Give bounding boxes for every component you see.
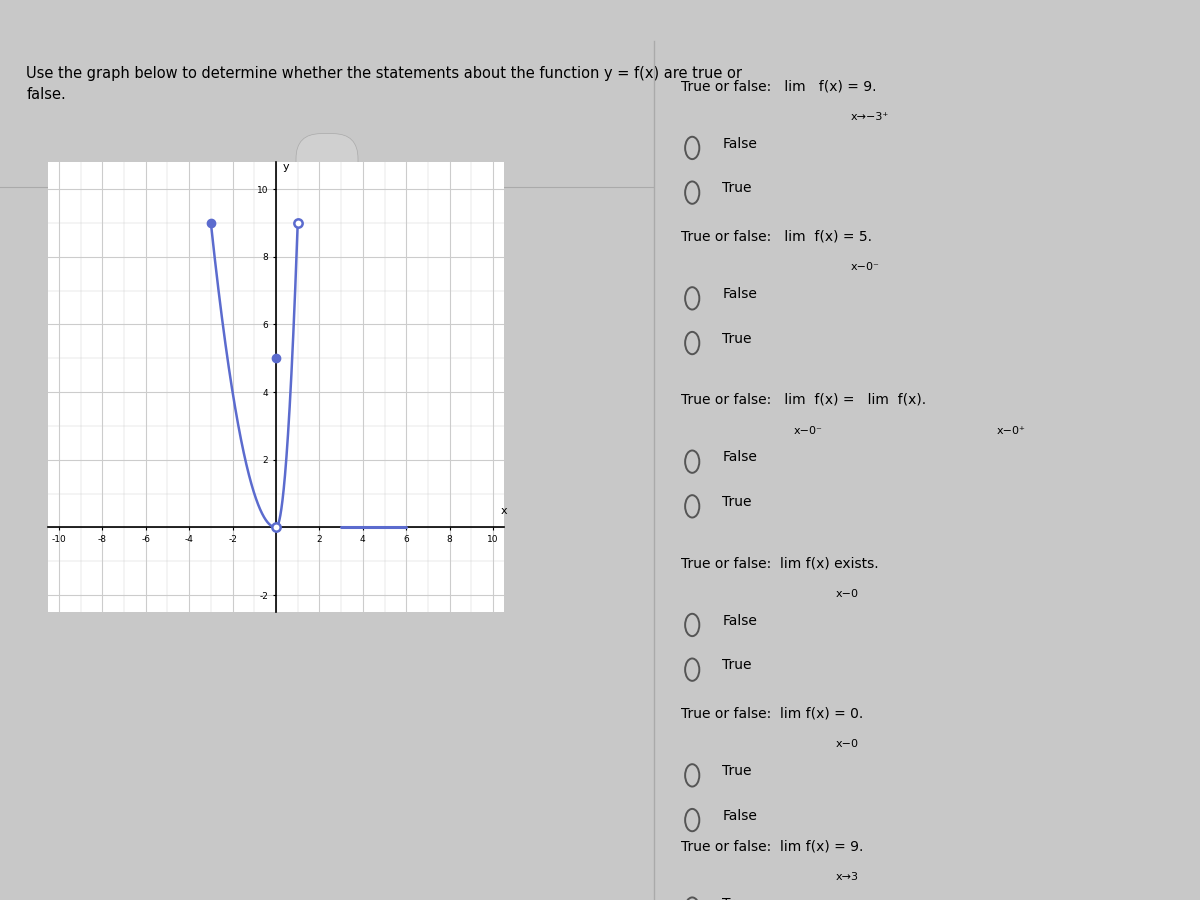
Text: Use the graph below to determine whether the statements about the function y = f: Use the graph below to determine whether… xyxy=(26,67,742,103)
Text: True: True xyxy=(722,659,751,672)
Text: x−0: x−0 xyxy=(835,589,858,598)
Text: x: x xyxy=(500,506,508,516)
Text: True or false:  lim f(x) = 0.: True or false: lim f(x) = 0. xyxy=(682,706,864,721)
Text: False: False xyxy=(722,287,757,302)
Text: True or false:   lim  f(x) = 5.: True or false: lim f(x) = 5. xyxy=(682,230,872,244)
Text: True: True xyxy=(722,764,751,778)
Text: True or false:  lim f(x) = 9.: True or false: lim f(x) = 9. xyxy=(682,840,864,854)
Text: False: False xyxy=(722,614,757,627)
Text: False: False xyxy=(722,137,757,150)
Text: True: True xyxy=(722,332,751,346)
Text: y: y xyxy=(282,162,289,172)
Text: x→3: x→3 xyxy=(835,872,858,883)
Text: False: False xyxy=(722,809,757,823)
Text: True or false:   lim   f(x) = 9.: True or false: lim f(x) = 9. xyxy=(682,79,877,94)
Text: True or false:  lim f(x) exists.: True or false: lim f(x) exists. xyxy=(682,556,878,571)
Text: True: True xyxy=(722,495,751,509)
Text: x−0⁻: x−0⁻ xyxy=(794,426,823,436)
Text: x→−3⁺: x→−3⁺ xyxy=(851,112,889,122)
Text: x−0: x−0 xyxy=(835,739,858,750)
Text: x−0⁻: x−0⁻ xyxy=(851,262,880,273)
Text: ...: ... xyxy=(322,158,334,172)
Text: x−0⁺: x−0⁺ xyxy=(996,426,1025,436)
Text: True: True xyxy=(722,897,751,900)
Text: True or false:   lim  f(x) =   lim  f(x).: True or false: lim f(x) = lim f(x). xyxy=(682,393,926,407)
Text: True: True xyxy=(722,181,751,195)
Text: False: False xyxy=(722,450,757,464)
